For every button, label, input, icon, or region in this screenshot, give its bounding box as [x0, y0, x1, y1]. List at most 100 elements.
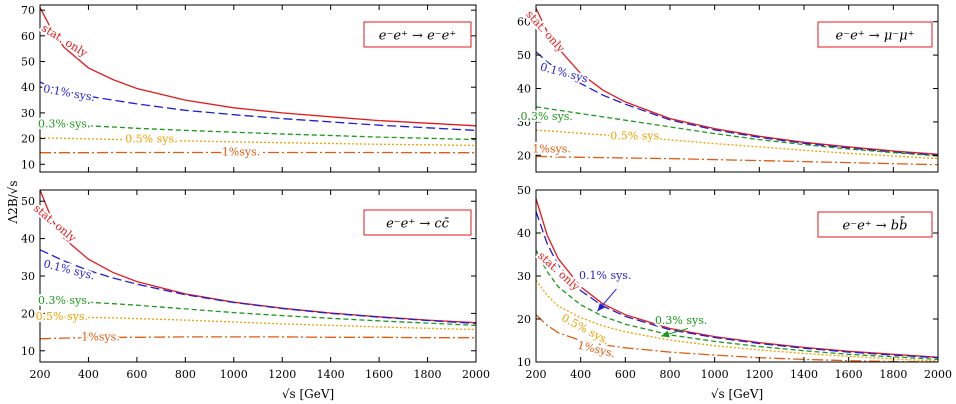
- y-tick-label: 40: [517, 227, 531, 240]
- series-line-sys1: [536, 155, 938, 166]
- process-box: [363, 21, 472, 48]
- y-tick-label: 10: [517, 356, 531, 369]
- annotation-arrowhead-sys01: [597, 302, 606, 312]
- x-tick-label: 1200: [745, 368, 773, 381]
- chart-panel-cc: 200 400 600 800 1000 1200 1400 1600 1800 2000 10 20…: [21, 189, 490, 381]
- y-axis-label: Λ2B/√s: [6, 181, 20, 225]
- series-line-stat: [40, 190, 476, 324]
- series-label-stat: stat. only: [39, 21, 90, 60]
- x-tick-label: 200: [30, 368, 51, 381]
- series-label-sys1: 1%sys.: [81, 331, 119, 344]
- y-tick-label: 50: [21, 56, 35, 69]
- series-label-sys05: 0.5% sys.: [125, 132, 177, 145]
- x-tick-label: 800: [175, 368, 196, 381]
- series-line-sys03: [536, 249, 938, 361]
- x-axis-label-right: √s [GeV]: [711, 387, 763, 401]
- y-tick-label: 40: [517, 83, 531, 96]
- process-box: [817, 21, 933, 48]
- series-label-stat: stat. only: [31, 202, 79, 246]
- series-line-stat: [536, 8, 938, 155]
- x-tick-label: 800: [660, 368, 681, 381]
- series-label-sys03: 0.3% sys.: [655, 314, 707, 327]
- process-box: [817, 211, 933, 238]
- x-tick-label: 1200: [268, 368, 296, 381]
- x-tick-label: 1600: [365, 368, 393, 381]
- x-tick-label: 1400: [317, 368, 345, 381]
- y-tick-label: 40: [21, 81, 35, 94]
- y-tick-label: 30: [517, 116, 531, 129]
- x-tick-label: 2000: [462, 368, 490, 381]
- series-label-sys01: 0.1% sys.: [42, 82, 96, 104]
- y-tick-label: 10: [21, 158, 35, 171]
- x-tick-label: 1000: [220, 368, 248, 381]
- process-label: e⁻e⁺ → bb̄: [843, 217, 908, 234]
- y-tick-label: 60: [21, 30, 35, 43]
- series-line-sys05: [40, 316, 476, 331]
- series-line-sys01: [40, 81, 476, 132]
- x-tick-label: 1800: [414, 368, 442, 381]
- y-tick-label: 20: [517, 313, 531, 326]
- series-line-sys1: [536, 314, 938, 362]
- series-group: [536, 8, 938, 166]
- x-tick-label: 200: [526, 368, 547, 381]
- series-label-sys03: 0.3% sys.: [520, 110, 572, 123]
- chart-panel-ee: 10 20 30 40 50 60 70 e⁻e⁺ → e⁻e⁺ stat. only 0.1% …: [21, 4, 477, 173]
- series-line-sys01: [40, 249, 476, 325]
- chart-panel-bb: 200 400 600 800 1000 1200 1400 1600 1800 2000 10 20…: [517, 184, 952, 381]
- series-label-sys1: 1%sys.: [532, 142, 570, 155]
- series-label-sys1: 1%sys.: [222, 145, 260, 158]
- series-group: [40, 7, 476, 154]
- series-line-sys03: [536, 106, 938, 157]
- series-line-stat: [536, 198, 938, 358]
- y-tick-label: 70: [21, 4, 35, 17]
- y-tick-label: 60: [517, 16, 531, 29]
- process-label: e⁻e⁺ → μ⁻μ⁺: [836, 29, 915, 44]
- y-tick-label: 30: [21, 270, 35, 283]
- plot-frame: [39, 4, 477, 173]
- x-tick-label: 1000: [701, 368, 729, 381]
- series-line-sys05: [40, 137, 476, 147]
- y-tick-label: 20: [21, 307, 35, 320]
- process-label: e⁻e⁺ → cc̄: [386, 217, 450, 232]
- y-tick-label: 30: [517, 270, 531, 283]
- x-tick-label: 600: [126, 368, 147, 381]
- y-tick-label: 30: [21, 107, 35, 120]
- x-tick-label: 400: [78, 368, 99, 381]
- series-line-stat: [40, 7, 476, 127]
- series-label-sys01: 0.1% sys.: [579, 269, 631, 282]
- series-label-sys05: 0.5% sys.: [36, 310, 88, 323]
- series-label-sys05: 0.5% sys.: [610, 130, 662, 143]
- series-label-sys03: 0.3% sys.: [38, 294, 90, 307]
- series-group: [40, 190, 476, 340]
- process-box: [363, 209, 472, 236]
- y-tick-label: 20: [517, 149, 531, 162]
- series-group: [536, 198, 938, 362]
- x-tick-label: 2000: [924, 368, 952, 381]
- x-tick-label: 600: [615, 368, 636, 381]
- series-label-sys01: 0.1% sys: [539, 60, 590, 85]
- x-tick-label: 400: [570, 368, 591, 381]
- series-line-sys1: [40, 336, 476, 340]
- series-line-sys03: [40, 122, 476, 141]
- series-line-sys05: [536, 129, 938, 160]
- x-tick-label: 1800: [879, 368, 907, 381]
- y-tick-label: 40: [21, 233, 35, 246]
- y-tick-label: 50: [517, 49, 531, 62]
- y-tick-label: 50: [21, 195, 35, 208]
- series-label-sys1: 1%sys.: [576, 339, 616, 361]
- series-line-sys01: [536, 211, 938, 359]
- series-line-sys03: [40, 299, 476, 327]
- series-label-sys01: 0.1% sys.: [42, 257, 96, 282]
- annotation-arrowhead-sys03: [661, 330, 670, 338]
- y-tick-label: 50: [517, 184, 531, 197]
- y-tick-label: 10: [21, 345, 35, 358]
- series-line-sys01: [536, 51, 938, 156]
- process-label: e⁻e⁺ → e⁻e⁺: [379, 29, 456, 44]
- x-tick-label: 1600: [835, 368, 863, 381]
- x-axis-label-left: √s [GeV]: [282, 387, 334, 401]
- y-tick-label: 20: [21, 133, 35, 146]
- series-label-sys03: 0.3% sys.: [38, 117, 90, 130]
- x-tick-label: 1400: [790, 368, 818, 381]
